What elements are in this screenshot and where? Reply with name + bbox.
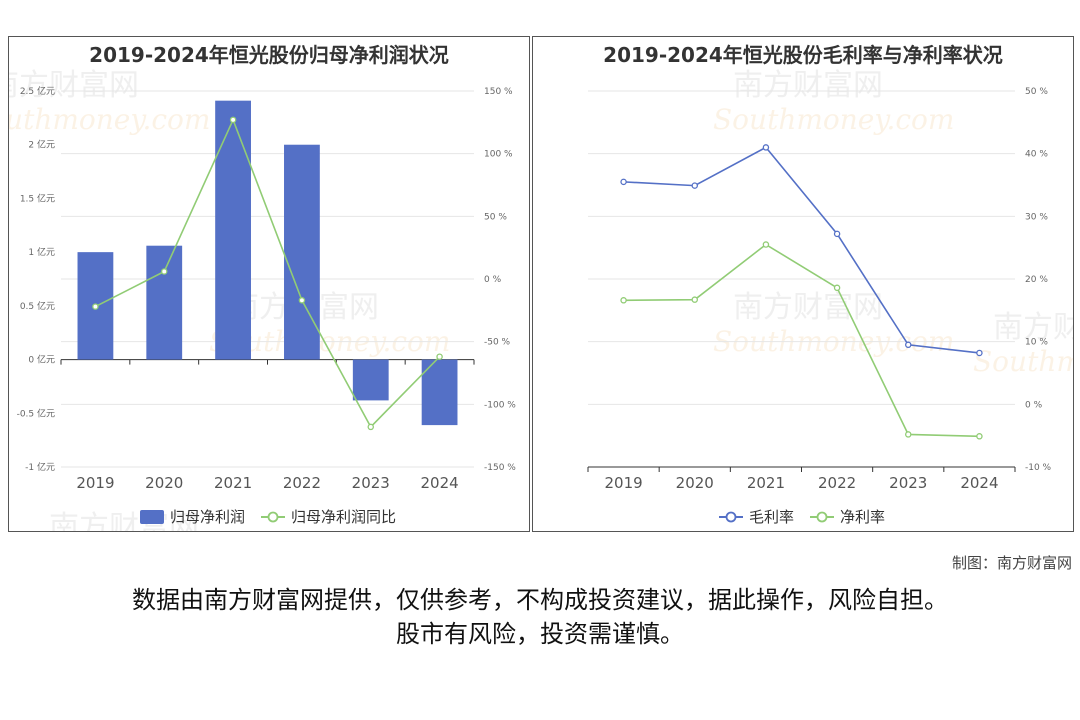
credit-text: 制图：南方财富网 [951, 554, 1072, 572]
right-chart-title: 2019-2024年恒光股份毛利率与净利率状况 [603, 43, 1003, 67]
x-axis-category-label: 2023 [352, 474, 390, 492]
right-axis-tick-label: -50 % [484, 338, 511, 348]
legend-marker [816, 511, 828, 523]
data-point-2022 [298, 297, 306, 304]
x-axis-category-label: 2023 [889, 474, 927, 492]
data-point-2021 [762, 241, 770, 248]
data-point-2023 [367, 423, 374, 431]
legend-bar-swatch [140, 510, 164, 524]
x-axis-category-label: 2021 [747, 474, 785, 492]
data-point-2023 [904, 431, 912, 438]
right-chart-panel: 2019-2024年恒光股份毛利率与净利率状况 南方财富网 Southmoney.… [532, 36, 1074, 532]
data-point-2019 [92, 303, 99, 310]
data-point-2021 [229, 116, 237, 124]
x-axis-category-label: 2019 [76, 474, 114, 492]
x-axis-category-label: 2022 [283, 474, 321, 492]
right-axis-tick-label: 100 % [484, 150, 513, 160]
x-axis-category-label: 2020 [676, 474, 714, 492]
watermark-text-cn: 南方财富网 [9, 68, 139, 103]
legend-marker [267, 511, 279, 523]
data-point-2020 [691, 296, 698, 303]
left-axis-tick-label: -0.5 亿元 [17, 407, 55, 419]
right-axis-tick-label: 10 % [1025, 338, 1048, 348]
data-point-2023 [904, 341, 912, 349]
left-axis-tick-label: 0 亿元 [28, 354, 55, 366]
x-axis-category-label: 2020 [145, 474, 183, 492]
legend-label: 归母净利润 [170, 508, 245, 526]
right-axis-tick-label: -100 % [484, 400, 516, 410]
right-axis-tick-label: -150 % [484, 463, 516, 473]
disclaimer-line-1: 数据由南方财富网提供，仅供参考，不构成投资建议，据此操作，风险自担。 [132, 586, 948, 614]
series-line-净利率 [623, 243, 980, 438]
data-point-2024 [976, 349, 983, 357]
bar-2024 [421, 359, 458, 426]
series-line-毛利率 [623, 146, 980, 354]
data-point-2024 [436, 353, 443, 360]
watermark-text-en: Southmoney.com [973, 345, 1073, 378]
watermark-text-en: Southmoney.com [9, 103, 210, 136]
data-point-2021 [762, 144, 770, 151]
bar-2022 [284, 144, 320, 360]
left-chart: 南方财富网Southmoney.com南方财富网Southmoney.com南方… [9, 68, 516, 531]
bar-2023 [352, 359, 389, 401]
right-axis-tick-label: 20 % [1025, 275, 1048, 285]
x-axis-category-label: 2019 [604, 474, 642, 492]
right-axis-tick-label: 50 % [484, 212, 507, 222]
right-axis-tick-label: 50 % [1025, 87, 1048, 97]
data-point-2022 [833, 230, 841, 238]
left-axis-tick-label: 2.5 亿元 [20, 85, 55, 97]
data-point-2020 [160, 268, 168, 275]
left-axis-tick-label: -1 亿元 [25, 461, 55, 473]
data-point-2019 [620, 178, 627, 186]
right-axis-tick-label: 150 % [484, 87, 513, 97]
right-axis-tick-label: 0 % [484, 275, 502, 285]
x-axis-category-label: 2024 [960, 474, 998, 492]
series-line-归母净利润同比 [95, 117, 441, 429]
left-axis-tick-label: 1 亿元 [28, 246, 55, 258]
x-axis-category-label: 2024 [420, 474, 458, 492]
bar-2020 [146, 245, 183, 360]
left-axis-tick-label: 0.5 亿元 [20, 300, 55, 312]
right-axis-tick-label: 30 % [1025, 212, 1048, 222]
data-point-2020 [691, 182, 698, 189]
watermark-text-cn: 南方财富网 [733, 68, 883, 103]
bar-2021 [215, 100, 251, 360]
legend-marker [725, 511, 737, 523]
left-chart-title: 2019-2024年恒光股份归母净利润状况 [89, 43, 449, 67]
watermark-text-cn: 南方财富网 [733, 290, 883, 325]
data-point-2019 [620, 297, 627, 304]
legend-label: 毛利率 [749, 508, 794, 526]
right-axis-tick-label: -10 % [1025, 463, 1052, 473]
right-axis-tick-label: 0 % [1025, 400, 1043, 410]
disclaimer-line-2: 股市有风险，投资需谨慎。 [396, 620, 684, 648]
right-axis-tick-label: 40 % [1025, 150, 1048, 160]
watermark-text-cn: 南方财富网 [993, 310, 1073, 345]
data-point-2022 [833, 284, 841, 292]
watermark-text-en: Southmoney.com [713, 103, 954, 136]
data-point-2024 [976, 433, 983, 440]
left-axis-tick-label: 1.5 亿元 [20, 192, 55, 204]
legend-label: 净利率 [840, 508, 885, 526]
x-axis-category-label: 2021 [214, 474, 252, 492]
x-axis-category-label: 2022 [818, 474, 856, 492]
left-axis-tick-label: 2 亿元 [28, 139, 55, 151]
left-chart-panel: 2019-2024年恒光股份归母净利润状况 南方财富网Southmoney.co… [8, 36, 530, 532]
legend-label: 归母净利润同比 [291, 508, 396, 526]
